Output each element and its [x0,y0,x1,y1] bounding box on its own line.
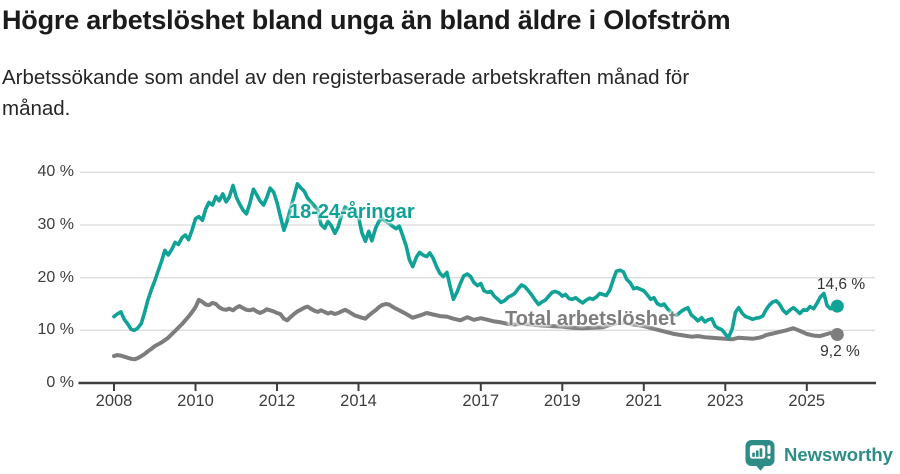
series-line [112,182,840,340]
x-axis-tick-label: 2014 [340,392,377,410]
y-axis-tick-label: 20 % [37,268,74,286]
series-end-dot [830,328,844,341]
chart-subtitle-line-2: månad. [2,97,71,120]
series-line [112,297,840,362]
x-axis-tick-label: 2025 [788,392,826,410]
y-axis-tick-label: 10 % [37,321,74,339]
series-label-total: Total arbetslöshet [505,308,676,330]
x-axis-tick-label: 2019 [543,392,581,410]
newsworthy-logo[interactable]: Newsworthy [744,439,893,471]
series-label-young: 18-24-åringar [289,201,415,223]
x-axis-tick-label: 2017 [462,392,500,410]
y-axis-tick-label: 0 % [46,374,74,391]
x-axis-tick-label: 2023 [706,392,744,410]
chart-subtitle-line-1: Arbetssökande som andel av den registerb… [2,66,690,89]
chart-subtitle: Arbetssökande som andel av den registerb… [2,62,882,124]
x-axis-tick-label: 2012 [258,392,296,410]
series-end-dot [830,299,844,313]
y-axis-tick-label: 40 % [37,163,74,181]
y-axis-tick-label: 30 % [37,215,74,233]
newsworthy-badge-icon [745,440,775,471]
x-axis-tick-label: 2008 [95,392,133,410]
end-value-label-total: 9,2 % [820,343,860,360]
x-axis-tick-label: 2010 [177,392,214,410]
page-title: Högre arbetslöshet bland unga än bland ä… [2,5,731,35]
x-axis-tick-label: 2021 [625,392,663,410]
end-value-label-young: 14,6 % [816,276,866,293]
newsworthy-logo-text: Newsworthy [784,444,893,465]
